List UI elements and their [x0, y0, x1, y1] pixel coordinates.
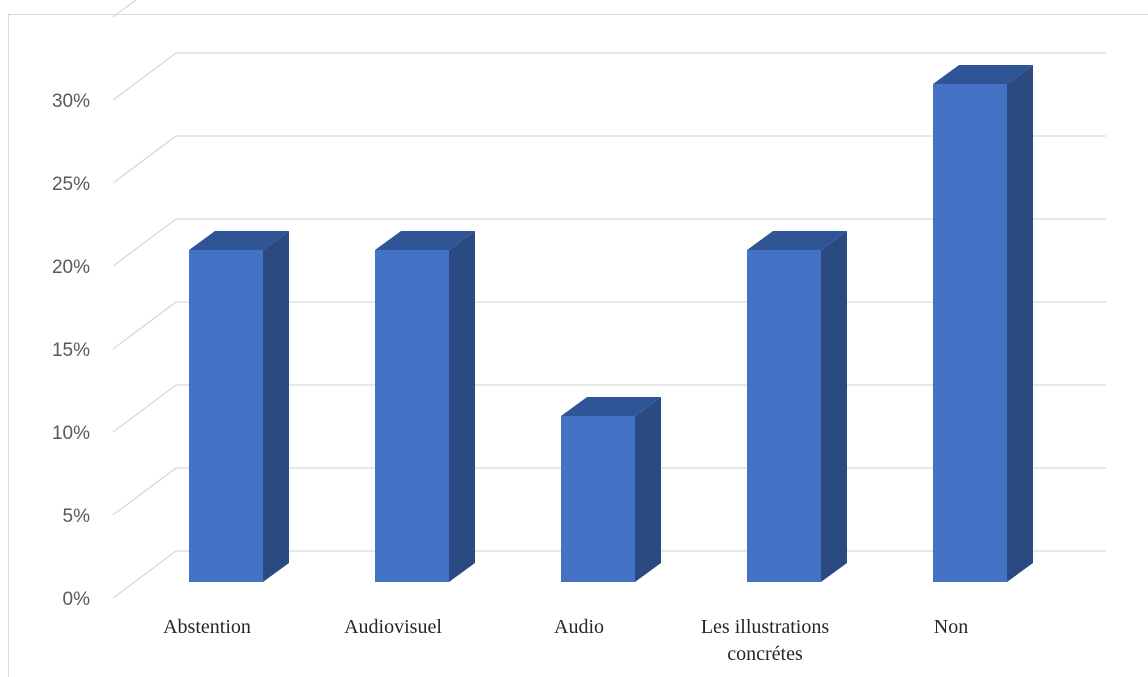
bar: [561, 397, 661, 582]
x-tick-label: concrétes: [727, 643, 803, 665]
bar-top: [933, 65, 1033, 84]
gridline-depth: [112, 52, 177, 101]
gridline-depth: [112, 135, 177, 184]
bar: [189, 231, 289, 582]
chart-frame: [8, 14, 1148, 677]
bars: [189, 65, 1033, 582]
y-tick-label: 30%: [52, 91, 90, 112]
gridline-depth: [112, 301, 177, 350]
y-tick-label: 5%: [63, 506, 91, 527]
bar-front: [933, 84, 1007, 582]
x-tick-label: Les illustrations: [701, 616, 830, 638]
y-tick-label: 15%: [52, 340, 90, 361]
x-tick-label: Audio: [554, 616, 604, 638]
x-tick-label: Non: [934, 616, 968, 638]
bar-side: [821, 231, 847, 582]
bar: [747, 231, 847, 582]
bar: [375, 231, 475, 582]
y-tick-label: 10%: [52, 423, 90, 444]
bar-front: [561, 416, 635, 582]
bar-top: [189, 231, 289, 250]
bar-top: [747, 231, 847, 250]
y-axis: 0% 5% 10% 15% 20% 25% 30%: [52, 91, 90, 610]
y-tick-label: 20%: [52, 257, 90, 278]
bar-front: [375, 250, 449, 582]
gridline-depth: [112, 467, 177, 516]
x-axis: Abstention Audiovisuel Audio Les illustrati…: [163, 616, 968, 665]
bar: [933, 65, 1033, 582]
gridline-depth: [112, 0, 137, 18]
x-tick-label: Abstention: [163, 616, 251, 638]
gridline-depth: [112, 218, 177, 267]
gridline-depth: [112, 384, 177, 433]
bar-top: [561, 397, 661, 416]
bar-front: [189, 250, 263, 582]
bar-side: [635, 397, 661, 582]
x-tick-label: Audiovisuel: [344, 616, 442, 638]
y-tick-label: 0%: [63, 589, 91, 610]
bar-front: [747, 250, 821, 582]
gridline-depth: [112, 550, 177, 599]
bar-side: [1007, 65, 1033, 582]
bar-top: [375, 231, 475, 250]
bar-side: [263, 231, 289, 582]
y-tick-label: 25%: [52, 174, 90, 195]
bar-side: [449, 231, 475, 582]
